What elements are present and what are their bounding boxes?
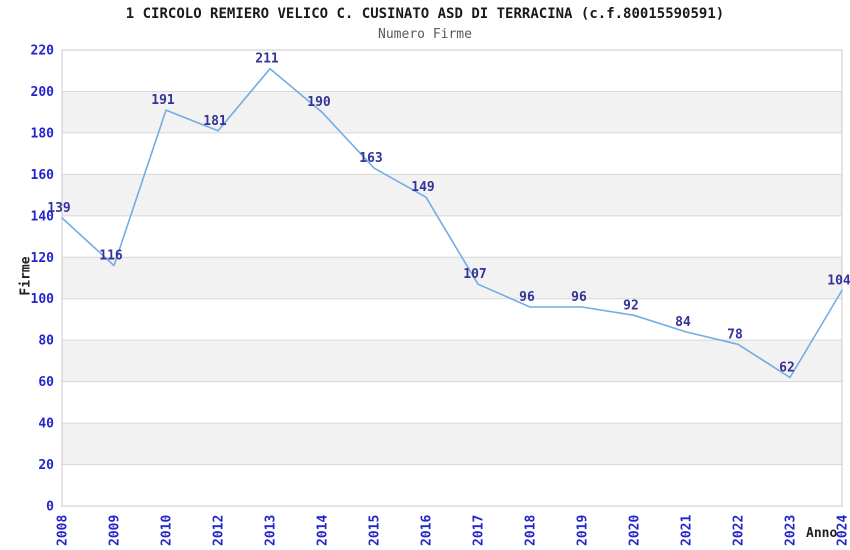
data-labels: 139 116 191 181 211 190 163 149 107 96 96 92 84 78 62 1…: [47, 52, 850, 376]
y-tick-label: 100: [31, 292, 55, 307]
alternate-band: [62, 174, 842, 216]
x-tick-label: 2010: [160, 515, 175, 546]
data-label: 78: [727, 327, 743, 342]
x-tick-label: 2022: [732, 515, 747, 546]
alternate-band: [62, 423, 842, 465]
x-tick-label: 2017: [472, 515, 487, 546]
y-tick-label: 160: [31, 168, 55, 183]
data-label: 96: [571, 290, 587, 305]
alternate-band: [62, 91, 842, 133]
data-label: 62: [779, 361, 795, 376]
y-tick-label: 140: [31, 209, 55, 224]
x-tick-label: 2023: [784, 515, 799, 546]
x-tick-label: 2014: [316, 515, 331, 546]
x-tick-label: 2015: [368, 515, 383, 546]
data-label: 92: [623, 298, 639, 313]
x-tick-label: 2012: [212, 515, 227, 546]
x-tick-labels: 2008 2009 2010 2012 2013 2014 2015 2016 2017 2018…: [56, 515, 850, 546]
chart-subtitle: Numero Firme: [378, 27, 472, 42]
data-label: 84: [675, 315, 691, 330]
series-line: [61, 67, 843, 379]
x-tick-label: 2013: [264, 515, 279, 546]
y-tick-label: 60: [38, 375, 54, 390]
x-tick-label: 2018: [524, 515, 539, 546]
plot-border: [61, 49, 843, 507]
data-label: 191: [151, 93, 175, 108]
y-tick-label: 180: [31, 126, 55, 141]
alternate-band: [62, 257, 842, 299]
y-tick-labels: 0 20 40 60 80 100 120 140 160 180 200 220: [31, 44, 55, 515]
x-tick-label: 2019: [576, 515, 591, 546]
chart-title: 1 CIRCOLO REMIERO VELICO C. CUSINATO ASD…: [125, 6, 725, 22]
y-tick-label: 120: [31, 251, 55, 266]
data-label: 139: [47, 201, 70, 216]
band-group: [62, 91, 842, 465]
x-axis-title: Anno: [806, 526, 838, 541]
grid-group: [62, 90, 842, 466]
data-label: 190: [307, 95, 331, 110]
data-label: 96: [519, 290, 535, 305]
y-tick-label: 40: [38, 417, 54, 432]
x-tick-label: 2016: [420, 515, 435, 546]
x-tick-label: 2008: [56, 515, 71, 546]
x-tick-label: 2009: [108, 515, 123, 546]
y-tick-label: 200: [31, 85, 55, 100]
y-tick-label: 20: [38, 458, 54, 473]
y-tick-label: 0: [46, 500, 54, 515]
data-label: 181: [203, 114, 227, 129]
data-label: 107: [463, 267, 486, 282]
data-label: 116: [99, 249, 123, 264]
data-label: 104: [827, 273, 850, 288]
data-label: 163: [359, 151, 382, 166]
alternate-band: [62, 340, 842, 382]
data-label: 149: [411, 180, 434, 195]
x-tick-label: 2021: [680, 515, 695, 546]
x-tick-label: 2024: [836, 515, 850, 546]
data-label: 211: [255, 52, 279, 67]
y-tick-label: 80: [38, 334, 54, 349]
y-tick-label: 220: [31, 44, 55, 59]
x-tick-label: 2020: [628, 515, 643, 546]
